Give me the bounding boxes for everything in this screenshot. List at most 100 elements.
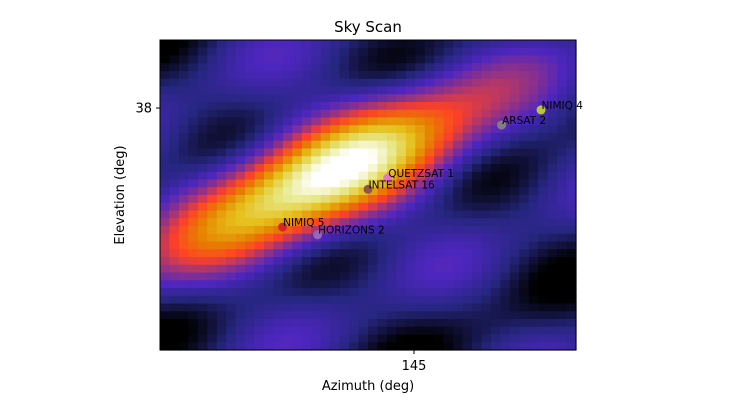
heatmap-cell	[443, 257, 454, 266]
heatmap-cell	[368, 226, 379, 235]
heatmap-cell	[509, 171, 520, 181]
heatmap-cell	[377, 164, 388, 173]
heatmap-cell	[377, 94, 388, 103]
heatmap-cell	[557, 109, 568, 119]
heatmap-cell	[245, 148, 256, 157]
heatmap-cell	[405, 171, 416, 181]
heatmap-cell	[462, 272, 473, 281]
heatmap-cell	[557, 288, 568, 297]
heatmap-cell	[235, 94, 246, 103]
heatmap-cell	[178, 179, 189, 188]
heatmap-cell	[254, 148, 265, 157]
heatmap-cell	[330, 117, 341, 126]
heatmap-cell	[462, 133, 473, 142]
heatmap-cell	[320, 71, 331, 80]
heatmap-cell	[472, 47, 483, 57]
heatmap-cell	[292, 179, 303, 188]
heatmap-cell	[481, 295, 492, 305]
heatmap-cell	[509, 102, 520, 111]
heatmap-cell	[197, 226, 208, 235]
heatmap-cell	[235, 171, 246, 181]
heatmap-cell	[557, 156, 568, 165]
heatmap-cell	[566, 164, 577, 173]
heatmap-cell	[226, 55, 237, 64]
heatmap-cell	[339, 94, 350, 103]
heatmap-cell	[339, 117, 350, 126]
heatmap-cell	[453, 71, 464, 80]
heatmap-cell	[216, 156, 227, 165]
heatmap-cell	[264, 249, 275, 258]
heatmap-cell	[500, 272, 511, 281]
heatmap-cell	[453, 319, 464, 328]
heatmap-cell	[349, 280, 360, 289]
heatmap-cell	[472, 195, 483, 204]
heatmap-cell	[358, 140, 369, 150]
heatmap-cell	[472, 218, 483, 227]
heatmap-cell	[462, 148, 473, 157]
heatmap-cell	[405, 195, 416, 204]
heatmap-cell	[490, 148, 501, 157]
heatmap-cell	[235, 40, 246, 49]
satellite-point	[278, 222, 288, 232]
heatmap-cell	[301, 47, 312, 57]
heatmap-cell	[462, 125, 473, 134]
heatmap-cell	[235, 272, 246, 281]
heatmap-cell	[245, 326, 256, 336]
heatmap-cell	[509, 257, 520, 266]
heatmap-cell	[443, 334, 454, 343]
heatmap-cell	[178, 55, 189, 64]
heatmap-cell	[472, 319, 483, 328]
heatmap-cell	[557, 102, 568, 111]
heatmap-cell	[311, 195, 322, 204]
heatmap-cell	[453, 94, 464, 103]
heatmap-cell	[188, 226, 199, 235]
heatmap-cell	[538, 295, 549, 305]
heatmap-cell	[188, 47, 199, 57]
heatmap-cell	[453, 156, 464, 165]
heatmap-cell	[538, 71, 549, 80]
heatmap-cell	[216, 109, 227, 119]
heatmap-cell	[519, 319, 530, 328]
heatmap-cell	[245, 179, 256, 188]
heatmap-cell	[415, 40, 426, 49]
heatmap-cell	[349, 257, 360, 266]
heatmap-cell	[292, 272, 303, 281]
heatmap-cell	[226, 218, 237, 227]
heatmap-cell	[245, 233, 256, 243]
heatmap-cell	[254, 264, 265, 274]
heatmap-cell	[396, 94, 407, 103]
heatmap-cell	[282, 133, 293, 142]
heatmap-cell	[301, 264, 312, 274]
heatmap-cell	[386, 78, 397, 88]
heatmap-cell	[311, 179, 322, 188]
heatmap-cell	[509, 55, 520, 64]
heatmap-cell	[386, 202, 397, 212]
heatmap-cell	[481, 102, 492, 111]
heatmap-cell	[462, 40, 473, 49]
heatmap-cell	[472, 164, 483, 173]
heatmap-cell	[434, 47, 445, 57]
heatmap-cell	[358, 40, 369, 49]
heatmap-cell	[311, 210, 322, 219]
heatmap-cell	[292, 148, 303, 157]
heatmap-cell	[377, 264, 388, 274]
heatmap-cell	[254, 319, 265, 328]
heatmap-cell	[330, 202, 341, 212]
heatmap-cell	[169, 109, 180, 119]
heatmap-cell	[547, 125, 558, 134]
heatmap-cell	[405, 117, 416, 126]
heatmap-cell	[528, 195, 539, 204]
heatmap-cell	[349, 133, 360, 142]
heatmap-cell	[358, 326, 369, 336]
heatmap-cell	[462, 280, 473, 289]
heatmap-cell	[519, 311, 530, 320]
heatmap-cell	[396, 156, 407, 165]
heatmap-cell	[292, 171, 303, 181]
heatmap-cell	[264, 71, 275, 80]
heatmap-cell	[528, 226, 539, 235]
heatmap-cell	[547, 272, 558, 281]
heatmap-cell	[264, 63, 275, 72]
heatmap-cell	[424, 257, 435, 266]
heatmap-cell	[566, 226, 577, 235]
